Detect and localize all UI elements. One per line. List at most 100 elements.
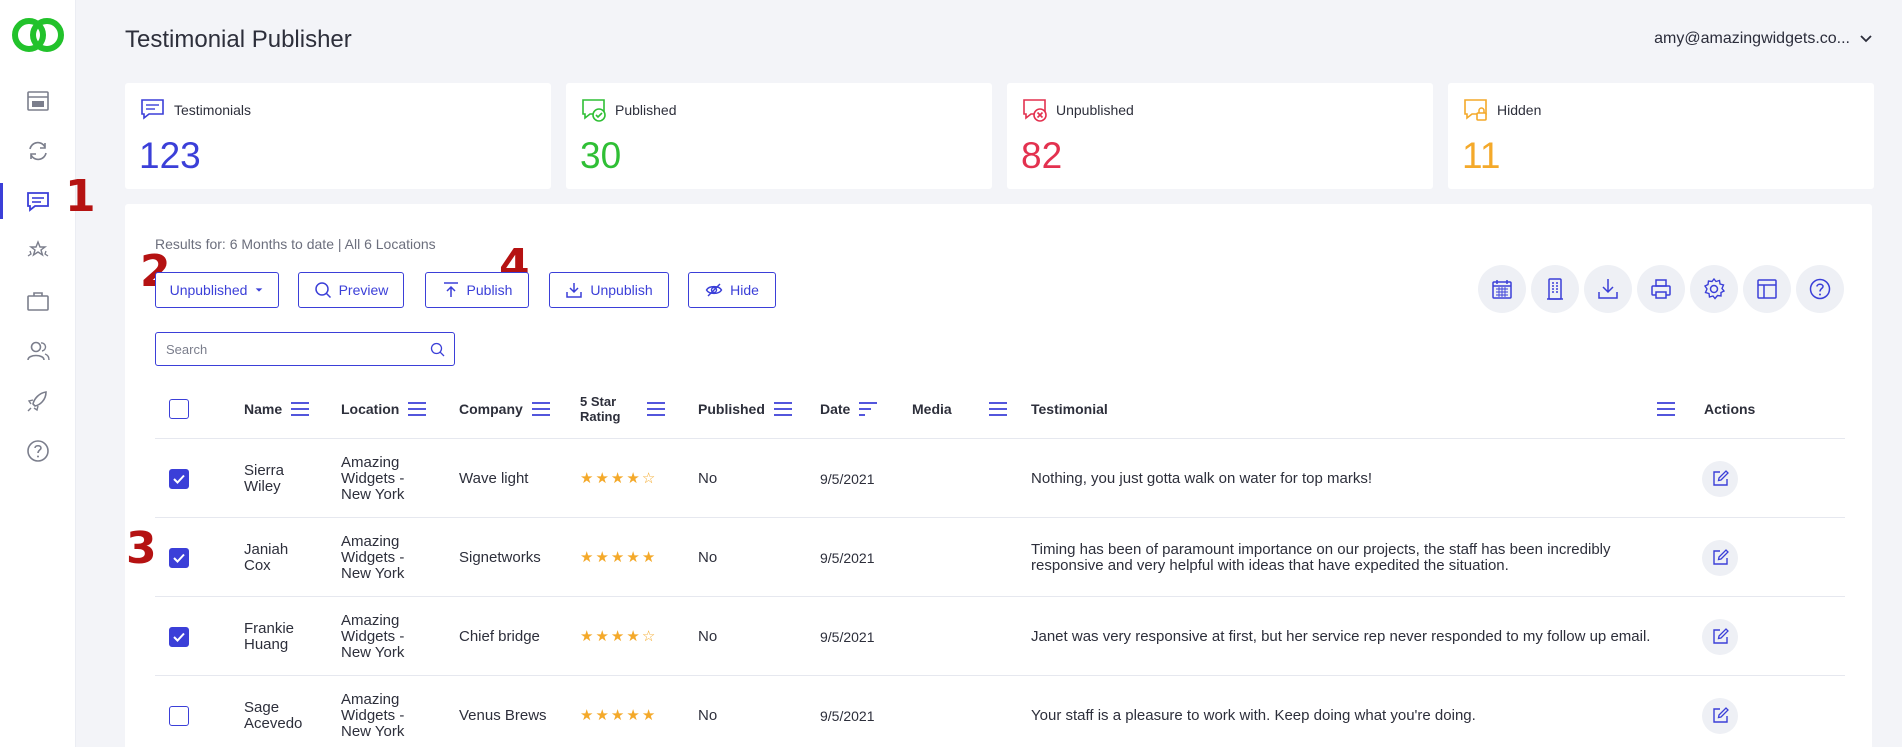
edit-icon — [1712, 707, 1729, 723]
nav-dashboard[interactable] — [0, 79, 76, 123]
stat-value: 11 — [1462, 135, 1501, 176]
nav-users[interactable] — [0, 329, 76, 373]
first-name: Sierra — [244, 461, 285, 479]
download-icon — [566, 283, 583, 298]
column-label: Company — [459, 401, 523, 417]
nav-help[interactable] — [0, 429, 76, 473]
table-row[interactable]: Sage Acevedo Amazing Widgets - New York Venus… — [155, 676, 1845, 747]
unpublish-button[interactable]: Unpublish — [549, 272, 669, 308]
column-menu-icon[interactable] — [1657, 402, 1675, 416]
column-label: Rating — [580, 409, 621, 424]
sync-icon — [29, 141, 47, 161]
user-menu[interactable]: amy@amazingwidgets.co... — [1654, 30, 1872, 48]
first-name: Janiah — [244, 540, 289, 558]
column-testimonial[interactable]: Testimonial — [1031, 379, 1108, 439]
column-media[interactable]: Media — [912, 379, 1007, 439]
table-row[interactable]: Sierra Wiley Amazing Widgets - New York Wave … — [155, 439, 1845, 518]
date-cell: 9/5/2021 — [820, 707, 875, 724]
download-button[interactable] — [1584, 265, 1632, 313]
locations-button[interactable] — [1531, 265, 1579, 313]
first-name: Sage — [244, 698, 280, 716]
settings-button[interactable] — [1690, 265, 1738, 313]
sort-icon[interactable] — [859, 402, 878, 416]
status-filter-select[interactable]: Unpublished — [155, 272, 279, 308]
app-logo[interactable] — [10, 14, 66, 61]
published-cell: No — [698, 627, 718, 645]
rating-cell: ★ ★ ★ ★ ★ — [580, 676, 655, 747]
edit-button[interactable] — [1702, 539, 1738, 576]
column-menu-icon[interactable] — [408, 402, 427, 416]
column-menu-icon[interactable] — [988, 402, 1007, 416]
hide-label: Hide — [730, 282, 759, 298]
row-checkbox[interactable] — [169, 626, 189, 647]
testimonial-text: responsive and very helpful with ideas t… — [1031, 556, 1509, 574]
nav-sync[interactable] — [0, 129, 76, 173]
column-company[interactable]: Company — [459, 379, 550, 439]
search-icon[interactable] — [430, 342, 445, 357]
testimonial-cell: Janet was very responsive at first, but … — [1031, 597, 1671, 676]
caret-down-icon — [256, 288, 263, 292]
rocket-icon — [27, 391, 47, 412]
star-filled-icon: ★ — [626, 627, 640, 645]
search-box — [155, 332, 455, 366]
row-select-cell — [169, 676, 189, 747]
calendar-button[interactable] — [1478, 265, 1526, 313]
location-line: Widgets - — [341, 548, 405, 566]
star-rating: ★ ★ ★ ★ ☆ — [580, 469, 656, 487]
location-cell: Amazing Widgets - New York — [341, 597, 404, 676]
column-rating[interactable]: 5 Star Rating — [580, 379, 665, 439]
stat-label: Published — [615, 102, 677, 118]
gear-icon — [1703, 277, 1726, 300]
stat-card-unpublished: Unpublished 82 — [1007, 83, 1433, 189]
preview-button[interactable]: Preview — [298, 272, 404, 308]
layout-button[interactable] — [1743, 265, 1791, 313]
column-label: Location — [341, 401, 400, 417]
print-button[interactable] — [1637, 265, 1685, 313]
table-row[interactable]: Janiah Cox Amazing Widgets - New York Signetw… — [155, 518, 1845, 597]
row-checkbox[interactable] — [169, 705, 189, 726]
row-checkbox[interactable] — [169, 547, 189, 568]
dashboard-icon — [27, 91, 49, 111]
nav-ratings[interactable] — [0, 229, 76, 273]
search-input[interactable] — [156, 333, 416, 365]
column-name[interactable]: Name — [244, 379, 310, 439]
testimonials-icon — [141, 99, 164, 120]
chevron-down-icon — [1860, 35, 1872, 43]
column-menu-icon[interactable] — [773, 402, 792, 416]
location-cell: Amazing Widgets - New York — [341, 439, 404, 518]
row-select-cell — [169, 597, 189, 676]
column-testimonial-menu[interactable] — [1657, 379, 1675, 439]
column-menu-icon[interactable] — [291, 402, 310, 416]
hide-button[interactable]: Hide — [688, 272, 776, 308]
help-button[interactable] — [1796, 265, 1844, 313]
table-row[interactable]: Frankie Huang Amazing Widgets - New York Chie… — [155, 597, 1845, 676]
nav-business[interactable] — [0, 279, 76, 323]
edit-button[interactable] — [1702, 460, 1738, 497]
layout-icon — [1757, 279, 1777, 299]
nav-testimonials[interactable] — [0, 179, 76, 223]
star-empty-icon: ☆ — [641, 469, 656, 487]
column-menu-icon[interactable] — [531, 402, 550, 416]
edit-button[interactable] — [1702, 697, 1738, 734]
stat-label: Unpublished — [1056, 102, 1134, 118]
star-filled-icon: ★ — [610, 548, 625, 566]
column-menu-icon[interactable] — [647, 402, 665, 416]
testimonial-text: Your staff is a pleasure to work with. K… — [1031, 706, 1476, 724]
table-header: Name Location Company 5 Star Rating Publ… — [155, 379, 1845, 439]
row-checkbox[interactable] — [169, 468, 189, 489]
name-cell: Frankie Huang — [244, 597, 294, 676]
column-location[interactable]: Location — [341, 379, 427, 439]
star-filled-icon: ★ — [595, 627, 609, 645]
column-date[interactable]: Date — [820, 379, 878, 439]
column-label: Name — [244, 401, 283, 417]
upload-icon — [443, 282, 458, 297]
testimonial-cell: Timing has been of paramount importance … — [1031, 518, 1671, 597]
edit-button[interactable] — [1702, 618, 1738, 655]
publish-button[interactable]: Publish — [425, 272, 529, 308]
column-published[interactable]: Published — [698, 379, 792, 439]
select-all-checkbox[interactable] — [169, 399, 189, 419]
nav-launch[interactable] — [0, 379, 76, 423]
building-icon — [1547, 278, 1563, 300]
star-filled-icon: ★ — [610, 627, 625, 645]
stat-value: 30 — [580, 135, 622, 176]
